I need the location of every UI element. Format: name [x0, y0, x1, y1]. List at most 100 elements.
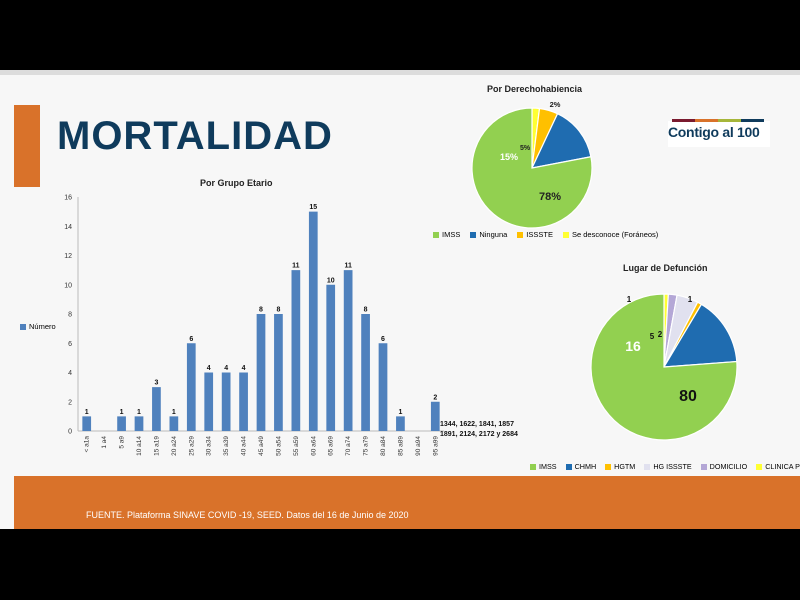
legend-item: HGTM: [605, 462, 635, 471]
legend-swatch: [644, 463, 651, 470]
bar: [361, 314, 370, 431]
bar-value-label: 8: [364, 307, 368, 314]
legend-swatch: [605, 463, 612, 470]
legend-item: Ninguna: [470, 230, 507, 239]
pie-slice: [590, 293, 738, 441]
bar: [343, 270, 353, 431]
x-tick-label: 70 a74: [345, 436, 352, 456]
x-tick-label: 65 a69: [328, 436, 335, 456]
pie-value-label: 2: [658, 330, 663, 339]
top-divider: [0, 70, 800, 75]
note-line-1: 1344, 1622, 1841, 1857: [440, 421, 514, 428]
legend-swatch: [756, 463, 763, 470]
x-tick-label: 25 a29: [188, 436, 195, 456]
x-tick-label: 55 a59: [293, 436, 300, 456]
legend-swatch: [433, 231, 439, 238]
slide-title: MORTALIDAD: [57, 114, 333, 158]
bar-value-label: 15: [309, 204, 317, 211]
pie-derechohabiencia: 78% 15%5% 2%: [471, 100, 593, 229]
bar-chart-note: 1344, 1622, 1841, 1857 1891, 2124, 2172 …: [440, 420, 518, 440]
pie-lugar-defuncion-title: Lugar de Defunción: [623, 263, 708, 273]
pie-slice: [471, 107, 593, 229]
legend-item: CLINICA PRIVADA: [756, 462, 800, 471]
footer-bar: FUENTE. Plataforma SINAVE COVID -19, SEE…: [14, 476, 800, 529]
pie-value-label: 2%: [550, 100, 561, 109]
logo-text: Contigo al 100: [668, 124, 760, 140]
legend-item: HG ISSSTE: [644, 462, 692, 471]
bar-value-label: 1: [120, 409, 124, 416]
slide: MORTALIDAD Contigo al 100 Por Grupo Etar…: [0, 70, 800, 529]
legend-label: CHMH: [574, 462, 597, 471]
legend-label: CLINICA PRIVADA: [765, 462, 800, 471]
x-tick-label: 50 a54: [275, 436, 282, 456]
footer-source-text: FUENTE. Plataforma SINAVE COVID -19, SEE…: [86, 510, 409, 520]
x-tick-label: 15 a19: [153, 436, 160, 456]
bar: [378, 343, 388, 431]
bar: [82, 416, 92, 431]
bar-value-label: 8: [276, 307, 280, 314]
y-tick-label: 8: [68, 312, 72, 319]
pie-value-label: 15%: [500, 152, 518, 162]
contigo-al-100-logo: Contigo al 100: [668, 119, 770, 147]
logo-stripe: [672, 119, 695, 122]
y-tick-label: 0: [68, 429, 72, 436]
pie-derechohabiencia-legend: IMSS Ninguna ISSSTE Se desconoce (Foráneos): [433, 230, 658, 239]
pie-slice: [530, 112, 592, 169]
bar-value-label: 2: [433, 394, 437, 401]
legend-label: DOMICILIO: [709, 462, 748, 471]
legend-item: DOMICILIO: [700, 462, 748, 471]
x-tick-label: 90 a94: [415, 436, 422, 456]
y-tick-label: 6: [68, 341, 72, 348]
y-tick-label: 12: [64, 253, 72, 260]
bar-value-label: 8: [259, 307, 263, 314]
bar-value-label: 4: [207, 365, 211, 372]
legend-label: HGTM: [614, 462, 636, 471]
legend-label: Ninguna: [479, 230, 508, 239]
legend-swatch: [565, 463, 572, 470]
y-tick-label: 4: [68, 370, 72, 377]
logo-stripe: [695, 119, 718, 122]
x-tick-label: 80 a84: [380, 436, 387, 456]
x-tick-label: 60 a64: [310, 436, 317, 456]
bar-value-label: 1: [398, 409, 402, 416]
bar: [221, 372, 231, 431]
x-tick-label: 20 a24: [171, 436, 178, 456]
y-tick-label: 10: [64, 282, 72, 289]
x-tick-label: 1 a4: [101, 436, 108, 449]
pie-lugar-defuncion-legend: IMSS CHMH HGTM HG ISSSTE DOMICILIO CLINICA PR…: [530, 462, 800, 471]
logo-stripe: [718, 119, 741, 122]
note-line-2: 1891, 2124, 2172 y 2684: [440, 431, 518, 438]
pie-value-label: 16: [625, 338, 641, 354]
pie-value-label: 1: [688, 295, 693, 304]
pie-value-label: 80: [679, 388, 697, 405]
logo-stripes: [672, 119, 764, 122]
legend-swatch: [700, 463, 707, 470]
y-tick-label: 2: [68, 399, 72, 406]
bar: [291, 270, 301, 431]
legend-item: IMSS: [433, 230, 460, 239]
x-tick-label: 85 a89: [397, 436, 404, 456]
bar: [396, 416, 405, 431]
bar-value-label: 1: [85, 409, 89, 416]
legend-item: Se desconoce (Foráneos): [562, 230, 659, 239]
legend-label: HG ISSSTE: [653, 462, 692, 471]
legend-swatch-numero: [20, 323, 26, 330]
bar-value-label: 1: [137, 409, 141, 416]
bar-chart-title: Por Grupo Etario: [200, 178, 273, 188]
bar: [134, 416, 144, 431]
bar-value-label: 10: [327, 277, 335, 284]
bar-value-label: 11: [292, 263, 300, 270]
legend-label: IMSS: [442, 230, 461, 239]
legend-swatch: [470, 231, 477, 238]
x-tick-label: 95 a99: [432, 436, 439, 456]
logo-stripe: [741, 119, 764, 122]
legend-label: Se desconoce (Foráneos): [571, 230, 659, 239]
bar: [430, 401, 440, 431]
legend-item: CHMH: [565, 462, 597, 471]
legend-item: ISSSTE: [517, 230, 553, 239]
pie-slice: [662, 303, 738, 368]
bar-value-label: 11: [344, 263, 352, 270]
bar: [239, 372, 248, 431]
bar: [326, 284, 336, 431]
